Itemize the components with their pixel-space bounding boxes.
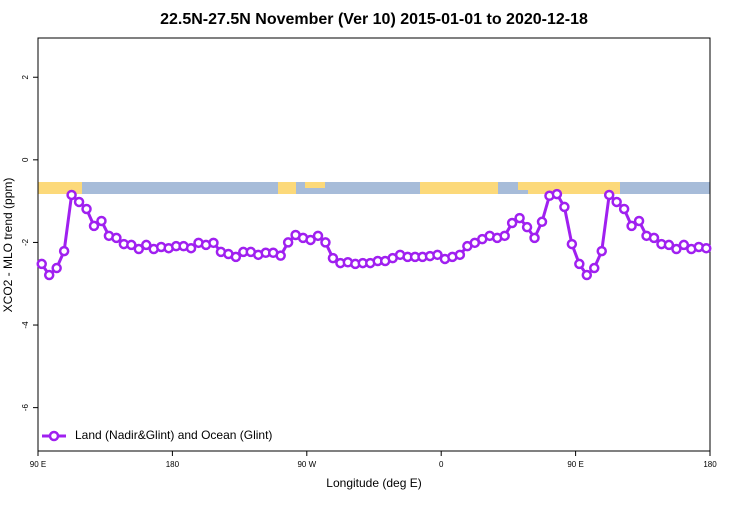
data-point [506,217,518,229]
x-tick-label: 90 W [297,460,316,469]
legend-label: Land (Nadir&Glint) and Ocean (Glint) [75,428,272,442]
data-point [633,215,645,227]
data-point [327,252,339,264]
data-point [536,216,548,228]
data-point [51,262,62,274]
data-point [671,243,682,255]
data-point [581,269,593,281]
data-point [305,234,316,246]
y-axis-label: XCO2 - MLO trend (ppm) [1,178,15,313]
data-point [701,242,712,254]
data-point [275,250,286,261]
data-point [43,269,55,281]
data-point [111,232,122,244]
data-point [81,203,92,215]
legend-marker [48,430,60,442]
y-tick-label: -6 [21,404,30,412]
data-point [58,245,70,257]
data-point [133,243,145,255]
data-point [312,230,324,242]
data-point [454,249,466,261]
data-point [529,232,540,244]
data-point [499,230,510,242]
data-point [618,203,630,215]
data-point [88,220,100,232]
x-axis-label: Longitude (deg E) [326,476,421,490]
legend: Land (Nadir&Glint) and Ocean (Glint) [36,188,712,442]
data-point [320,237,331,248]
y-tick-label: 0 [21,157,30,162]
data-point [36,258,47,270]
data-point [626,220,637,232]
y-tick-label: -4 [21,321,30,329]
data-point [559,201,570,213]
x-tick-label: 180 [703,460,717,469]
data-point [126,239,137,251]
data-point [282,237,294,248]
data-point [648,232,660,244]
data-point [596,245,607,257]
data-point [185,242,197,254]
data-point [551,188,563,200]
data-point [521,221,533,233]
data-point [611,196,622,208]
x-tick-label: 90 E [567,460,583,469]
data-point [514,212,525,224]
data-point [663,239,675,251]
data-point [141,239,152,251]
data-point [589,262,600,274]
data-point [96,215,107,227]
data-point [66,189,77,201]
x-tick-label: 0 [439,460,444,469]
data-point [73,196,85,208]
x-tick-label: 90 E [30,460,46,469]
data-point [208,237,219,249]
data-point [678,239,690,251]
data-point [432,249,443,261]
data-point [574,258,585,270]
data-point [566,238,578,250]
data-point [603,189,615,201]
x-tick-label: 180 [166,460,180,469]
data-point [230,251,242,263]
y-tick-label: -2 [21,238,30,246]
chart-title: 22.5N-27.5N November (Ver 10) 2015-01-01… [160,11,588,28]
y-tick-label: 2 [21,74,30,79]
plot-frame [37,37,711,452]
